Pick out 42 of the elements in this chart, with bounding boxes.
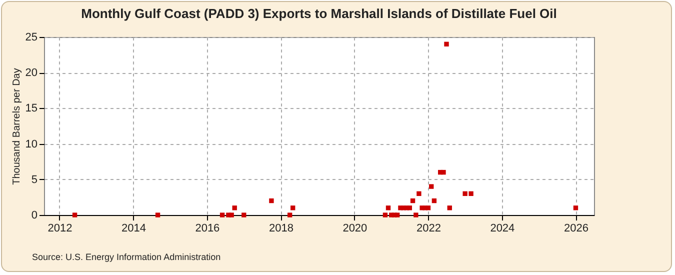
chart-title: Monthly Gulf Coast (PADD 3) Exports to Marshall Islands of Distillate Fuel Oil <box>81 6 557 21</box>
y-axis-title: Thousand Barrels per Day <box>11 68 22 185</box>
point <box>290 206 296 210</box>
point <box>269 198 274 204</box>
x-tick-label: 2022 <box>416 222 441 234</box>
x-tick-label: 2012 <box>48 222 72 234</box>
point <box>416 191 422 196</box>
y-tick-label: 25 <box>25 32 38 44</box>
point <box>394 212 400 218</box>
point <box>462 191 468 196</box>
point <box>72 212 78 218</box>
point <box>155 212 160 218</box>
point <box>444 42 449 46</box>
point <box>410 198 416 204</box>
y-tick-label: 0 <box>31 210 38 222</box>
point <box>429 184 434 189</box>
point <box>432 198 437 204</box>
point <box>232 206 237 210</box>
point <box>287 212 292 218</box>
point <box>242 212 246 218</box>
x-tick-label: 2020 <box>342 222 368 234</box>
point <box>407 206 412 210</box>
y-tick-label: 15 <box>25 102 38 115</box>
point <box>447 206 452 210</box>
point <box>468 191 474 196</box>
point <box>229 212 234 218</box>
x-tick-label: 2014 <box>122 222 146 234</box>
x-tick-label: 2024 <box>490 222 515 234</box>
point <box>441 170 446 175</box>
point <box>414 212 418 218</box>
x-tick-label: 2016 <box>195 222 220 234</box>
source-note: Source: U.S. Energy Information Administration <box>32 252 221 262</box>
x-tick-label: 2026 <box>564 222 588 234</box>
point <box>386 206 391 210</box>
x-tick-label: 2018 <box>268 222 294 234</box>
y-tick-label: 10 <box>25 138 38 150</box>
y-tick-label: 5 <box>31 174 38 186</box>
point <box>220 212 225 218</box>
y-tick-label: 20 <box>25 67 38 80</box>
point <box>382 212 388 218</box>
point <box>573 206 578 210</box>
point <box>426 206 431 210</box>
